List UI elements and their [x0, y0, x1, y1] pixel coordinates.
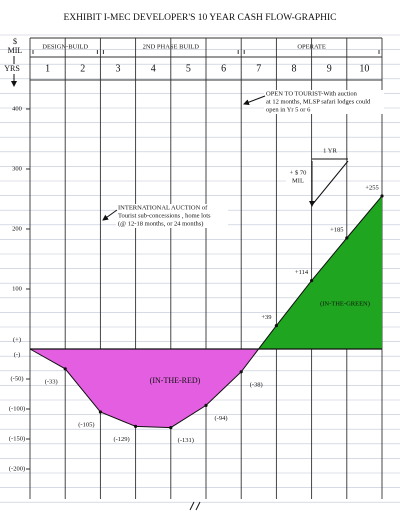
arrow — [102, 209, 118, 221]
x-label: YRS — [4, 64, 20, 73]
value-label: +114 — [295, 269, 309, 276]
note-bg — [264, 90, 384, 98]
y-tick-label: 300 — [12, 165, 22, 172]
y-tick-label: (-200) — [9, 465, 25, 472]
note-bg — [264, 98, 384, 106]
slope-line — [311, 160, 349, 206]
annotation: MIL — [292, 177, 304, 184]
area-negative — [30, 349, 382, 428]
value-label: (-94) — [215, 415, 228, 422]
annotation: Tourist sub-concessions , home lots — [118, 212, 211, 219]
y-label: MIL — [8, 46, 23, 55]
value-label: (-129) — [113, 436, 129, 443]
phase-bracket — [243, 50, 380, 54]
arrow — [243, 95, 266, 106]
x-tick-label: 5 — [186, 63, 191, 74]
note-bg — [116, 220, 228, 228]
point — [63, 367, 67, 371]
annotation: open in Yr 5 or 6 — [266, 106, 311, 113]
sign-label: (-) — [14, 351, 21, 358]
x-tick-label: 10 — [359, 63, 369, 74]
point — [239, 370, 243, 374]
sign-label: (+) — [13, 336, 21, 343]
annotation: INTERNATIONAL AUCTION of — [118, 204, 208, 211]
label-box — [315, 298, 375, 310]
region-label: (IN-THE-RED) — [150, 376, 201, 385]
x-tick-label: 3 — [116, 63, 121, 74]
y-tick-label: (-150) — [9, 435, 25, 442]
x-tick-label: 2 — [80, 63, 85, 74]
y-tick-label: 200 — [12, 225, 22, 232]
value-label: (-33) — [45, 378, 58, 385]
point — [134, 424, 138, 428]
value-label: +185 — [330, 226, 343, 233]
x-tick-label: 1 — [45, 63, 50, 74]
note-bg — [286, 168, 310, 186]
note-bg — [264, 106, 384, 114]
point — [380, 194, 384, 198]
phase-bracket — [32, 50, 98, 54]
x-tick-label: 8 — [292, 63, 297, 74]
chart-title: EXHIBIT I-MEC DEVELOPER'S 10 YEAR CASH F… — [64, 13, 337, 23]
x-tick-label: 7 — [256, 63, 261, 74]
note-bg — [116, 204, 228, 212]
annotation: OPEN TO TOURIST-With auction — [266, 90, 358, 97]
y-tick-label: 400 — [12, 105, 22, 112]
value-label: +255 — [365, 184, 378, 191]
y-tick-label: (-100) — [9, 405, 25, 412]
value-label: +39 — [261, 314, 271, 321]
note-bg — [116, 212, 228, 220]
x-tick-label: 9 — [327, 63, 332, 74]
region-label: (IN-THE-GREEN) — [320, 300, 370, 307]
point — [204, 403, 208, 407]
y-label: $ — [13, 37, 17, 46]
x-tick-label: 6 — [221, 63, 226, 74]
annotation: (@ 12-18 months, or 24 months) — [118, 220, 203, 227]
point — [98, 410, 102, 414]
annotation: + $ 70 — [290, 169, 307, 176]
annotation: 1 YR — [323, 147, 337, 154]
value-label: (-105) — [78, 421, 94, 428]
value-label: (-38) — [250, 381, 263, 388]
mark — [189, 501, 195, 511]
value-label: (-131) — [178, 437, 194, 444]
y-tick-label: 100 — [12, 285, 22, 292]
y-tick-label: (-50) — [11, 375, 24, 382]
point — [310, 279, 314, 283]
point — [345, 236, 349, 240]
mark — [195, 501, 201, 511]
phase-bracket — [102, 50, 239, 54]
annotation: at 12 months, MLSP safari lodges could — [266, 98, 371, 105]
x-tick-label: 4 — [151, 63, 156, 74]
point — [169, 426, 173, 430]
point — [274, 324, 278, 328]
area-positive — [30, 196, 382, 349]
